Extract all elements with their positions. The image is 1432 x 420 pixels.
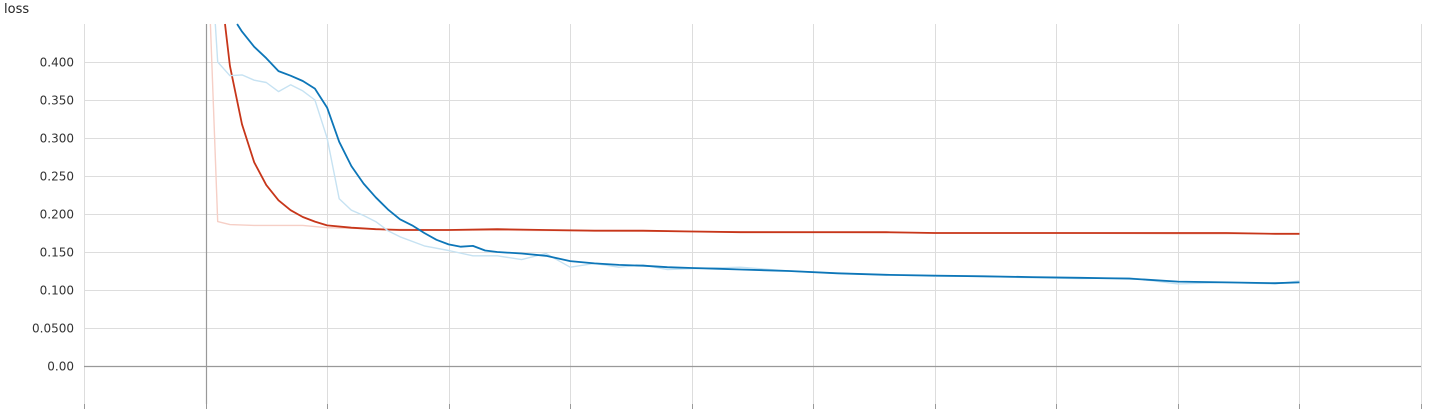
y-tick-label-0: 0.00 <box>47 360 74 374</box>
series-line-1 <box>224 23 1300 235</box>
y-tick-label-6: 0.300 <box>40 132 74 146</box>
y-tick-label-1: 0.0500 <box>32 322 74 336</box>
y-tick-label-8: 0.400 <box>40 56 74 70</box>
y-gridlines <box>84 62 1421 329</box>
y-tick-labels: 0.00 0.0500 0.100 0.150 0.200 0.250 0.300 0.350… <box>32 56 74 374</box>
y-tick-label-3: 0.150 <box>40 246 74 260</box>
y-tick-label-4: 0.200 <box>40 208 74 222</box>
x-ticks <box>84 404 1422 409</box>
series-line-3 <box>236 23 1300 285</box>
y-axis-label: loss <box>4 2 29 17</box>
series-line-0 <box>209 23 1300 235</box>
axes <box>84 24 1421 404</box>
y-tick-label-5: 0.250 <box>40 170 74 184</box>
y-tick-label-7: 0.350 <box>40 94 74 108</box>
y-tick-label-2: 0.100 <box>40 284 74 298</box>
series-group <box>209 23 1300 285</box>
